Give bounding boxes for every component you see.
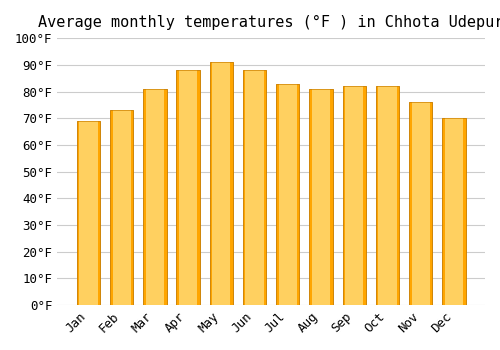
Bar [409,102,432,305]
Bar [310,89,332,305]
Bar [276,84,299,305]
Bar [310,89,332,305]
Bar [176,70,200,305]
Bar [246,70,264,305]
Bar [77,121,100,305]
Bar [77,121,100,305]
Bar [243,70,266,305]
Bar [144,89,167,305]
Bar [345,86,364,305]
Bar [210,62,233,305]
Bar [378,86,396,305]
Title: Average monthly temperatures (°F ) in Chhota Udepur: Average monthly temperatures (°F ) in Ch… [38,15,500,30]
Bar [146,89,164,305]
Bar [144,89,167,305]
Bar [112,110,131,305]
Bar [342,86,366,305]
Bar [278,84,297,305]
Bar [412,102,430,305]
Bar [176,70,200,305]
Bar [442,118,466,305]
Bar [179,70,197,305]
Bar [80,121,98,305]
Bar [276,84,299,305]
Bar [376,86,399,305]
Bar [376,86,399,305]
Bar [409,102,432,305]
Bar [110,110,134,305]
Bar [243,70,266,305]
Bar [212,62,231,305]
Bar [442,118,466,305]
Bar [110,110,134,305]
Bar [312,89,330,305]
Bar [342,86,366,305]
Bar [210,62,233,305]
Bar [445,118,463,305]
